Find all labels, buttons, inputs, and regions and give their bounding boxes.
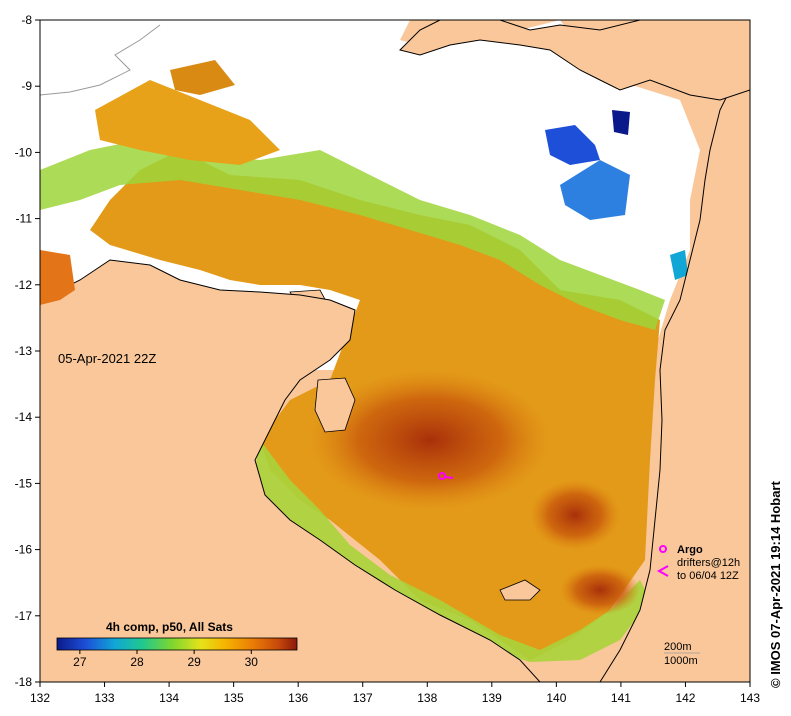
colorbar-title: 4h comp, p50, All Sats	[106, 620, 233, 634]
depth-1000m-label: 1000m	[664, 655, 698, 667]
northern-cool-band	[40, 140, 665, 330]
colorbar: 4h comp, p50, All Sats 27 28 29 30	[56, 620, 298, 669]
lon-tick-label: 138	[417, 691, 437, 705]
cool-patch-ne4	[670, 250, 688, 280]
warm-core-southeast	[560, 565, 640, 615]
colorbar-tick-label: 29	[187, 655, 201, 669]
new-guinea	[399, 20, 750, 101]
lon-tick-label: 136	[288, 691, 308, 705]
warm-core-south	[530, 480, 620, 550]
credit-label: © IMOS 07-Apr-2021 19:14 Hobart	[768, 481, 783, 688]
lon-tick-label: 139	[482, 691, 502, 705]
warm-core	[310, 370, 550, 510]
lat-tick-label: -15	[15, 476, 33, 490]
drifter-legend-icon	[656, 565, 669, 577]
colorbar-tick-label: 28	[130, 655, 144, 669]
argo-legend-icon	[659, 545, 667, 553]
drifters-legend-label: drifters@12h	[677, 557, 740, 569]
lon-tick-label: 142	[675, 691, 695, 705]
lat-tick-label: -8	[21, 13, 32, 27]
lat-tick-label: -14	[15, 410, 33, 424]
island-mornington	[499, 579, 541, 601]
lon-tick-label: 133	[95, 691, 115, 705]
colorbar-ticks: 27 28 29 30	[73, 650, 258, 669]
cool-patch-ne3	[612, 110, 630, 135]
colorbar-tick-label: 27	[73, 655, 87, 669]
depth-200m-label: 200m	[664, 641, 692, 653]
island-groote	[314, 377, 356, 433]
timestamp-label: 05-Apr-2021 22Z	[58, 351, 156, 366]
cape-york	[599, 20, 750, 682]
lon-tick-label: 135	[224, 691, 244, 705]
argo-legend-label: Argo	[677, 544, 703, 556]
latitude-axis: -8 -9 -10 -11 -12 -13 -14 -15 -16 -17 -18	[15, 13, 40, 689]
longitude-axis: 132 133 134 135 136 137 138 139 140 141 142 143	[30, 682, 760, 705]
lon-tick-label: 143	[740, 691, 760, 705]
colorbar-gradient	[56, 637, 298, 651]
northwest-patch	[170, 60, 235, 95]
cool-patch-ne	[545, 125, 600, 165]
lat-tick-label: -9	[21, 79, 32, 93]
lat-tick-label: -11	[16, 212, 33, 226]
lat-tick-label: -18	[15, 675, 33, 689]
lon-tick-label: 132	[30, 691, 50, 705]
lat-tick-label: -12	[15, 278, 33, 292]
colorbar-tick-label: 30	[245, 655, 259, 669]
argo-float	[438, 472, 454, 480]
lat-tick-label: -17	[15, 609, 33, 623]
float-legend: Argo drifters@12h to 06/04 12Z	[656, 544, 740, 582]
arnhem-coast	[40, 259, 541, 682]
lat-tick-label: -10	[15, 145, 33, 159]
lat-tick-label: -13	[15, 344, 33, 358]
cool-patch-ne2	[560, 160, 630, 220]
drifters-date-label: to 06/04 12Z	[677, 570, 739, 582]
depth-legend: 200m 1000m	[664, 641, 700, 667]
lon-tick-label: 137	[353, 691, 373, 705]
lat-tick-label: -16	[15, 543, 33, 557]
lon-tick-label: 141	[611, 691, 631, 705]
depth-contour	[40, 24, 161, 96]
lon-tick-label: 140	[546, 691, 566, 705]
northern-warm-patches	[95, 80, 280, 165]
west-strip	[40, 250, 75, 305]
lon-tick-label: 134	[159, 691, 179, 705]
